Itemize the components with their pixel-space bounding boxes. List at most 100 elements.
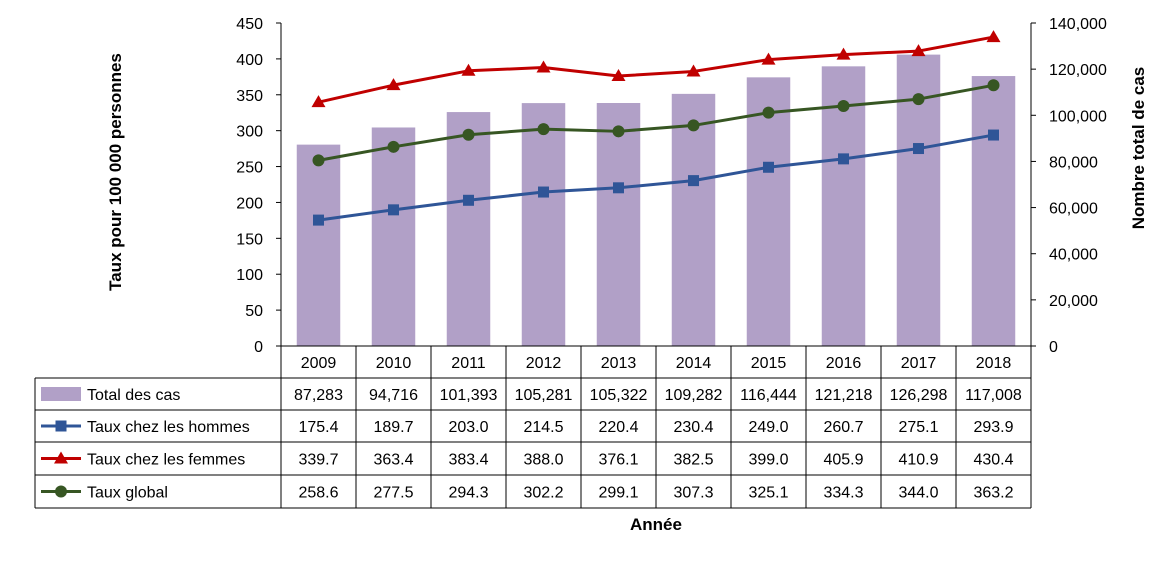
data-label-total-des-cas: 121,218 — [815, 387, 873, 404]
x-tick-label: 2016 — [826, 355, 862, 372]
data-label-taux-chez-les-femmes: 410.9 — [898, 452, 938, 469]
y-left-tick-label: 150 — [236, 231, 263, 248]
point-taux-global-2012 — [537, 123, 550, 136]
point-taux-chez-les-hommes-2014 — [688, 175, 699, 187]
point-taux-global-2018 — [987, 79, 1000, 92]
data-label-taux-chez-les-hommes: 214.5 — [523, 419, 563, 436]
data-label-taux-chez-les-femmes: 363.4 — [373, 452, 413, 469]
bar-total-des-cas-2018 — [971, 76, 1016, 346]
data-label-taux-chez-les-hommes: 293.9 — [973, 419, 1013, 436]
data-label-taux-chez-les-hommes: 249.0 — [748, 419, 788, 436]
point-taux-chez-les-hommes-2009 — [313, 214, 324, 226]
y-axis-right-title: Nombre total de cas — [1129, 67, 1148, 230]
y-left-tick-label: 450 — [236, 16, 263, 33]
data-label-taux-chez-les-femmes: 339.7 — [298, 452, 338, 469]
point-taux-chez-les-femmes-2016 — [836, 47, 851, 60]
data-label-taux-global: 299.1 — [598, 485, 638, 502]
point-taux-chez-les-femmes-2010 — [386, 78, 401, 91]
data-table: 2009 2010 2011 2012 2013 2014 2015 2016 2017 2018… — [34, 345, 1032, 509]
bar-total-des-cas-2016 — [821, 66, 866, 346]
bar-total-des-cas-2014 — [671, 93, 716, 346]
data-label-taux-chez-les-hommes: 203.0 — [448, 419, 488, 436]
x-tick-label: 2011 — [451, 355, 486, 372]
bar-total-des-cas-2010 — [371, 127, 416, 346]
point-taux-global-2015 — [762, 106, 775, 119]
legend-marker-taux-chez-les-femmes — [54, 451, 68, 464]
point-taux-global-2010 — [387, 140, 400, 153]
data-label-total-des-cas: 116,444 — [740, 387, 797, 404]
data-label-taux-global: 258.6 — [298, 485, 338, 502]
x-tick-label: 2013 — [601, 355, 637, 372]
x-axis-title: Année — [630, 515, 682, 534]
data-label-taux-chez-les-hommes: 275.1 — [898, 419, 938, 436]
y-right-tick-label: 120,000 — [1049, 62, 1107, 79]
y-right-tick-label: 20,000 — [1049, 293, 1098, 310]
x-tick-label: 2015 — [751, 355, 787, 372]
y-left-tick-label: 350 — [236, 88, 263, 105]
data-label-taux-chez-les-femmes: 388.0 — [523, 452, 563, 469]
y-left-tick-label: 200 — [236, 195, 263, 212]
legend-marker-taux-global — [55, 485, 67, 498]
data-label-taux-global: 334.3 — [823, 485, 863, 502]
y-left-tick-label: 100 — [236, 267, 263, 284]
data-label-taux-global: 277.5 — [373, 485, 413, 502]
legend-label-taux-global: Taux global — [87, 485, 168, 502]
data-label-total-des-cas: 94,716 — [369, 387, 418, 404]
legend-label-total-des-cas: Total des cas — [87, 387, 180, 404]
data-label-taux-chez-les-femmes: 399.0 — [748, 452, 788, 469]
point-taux-global-2014 — [687, 119, 700, 132]
point-taux-chez-les-hommes-2018 — [988, 129, 999, 141]
data-label-taux-global: 294.3 — [448, 485, 488, 502]
legend-key-total-des-cas — [41, 387, 81, 401]
point-taux-chez-les-hommes-2010 — [388, 204, 399, 216]
legend-label-taux-chez-les-hommes: Taux chez les hommes — [87, 419, 250, 436]
line-taux-global — [318, 83, 994, 162]
y-axis-left-title: Taux pour 100 000 personnes — [106, 53, 125, 291]
y-right-tick-label: 100,000 — [1049, 108, 1107, 125]
data-label-total-des-cas: 105,322 — [590, 387, 648, 404]
point-taux-chez-les-femmes-2014 — [686, 64, 701, 77]
data-label-taux-chez-les-hommes: 220.4 — [598, 419, 638, 436]
y-right-tick-label: 0 — [1049, 339, 1058, 356]
point-taux-chez-les-hommes-2016 — [838, 153, 849, 165]
point-taux-chez-les-femmes-2011 — [461, 63, 476, 76]
line-taux-chez-les-hommes — [318, 133, 994, 222]
data-label-taux-chez-les-hommes: 189.7 — [373, 419, 413, 436]
data-label-taux-chez-les-femmes: 405.9 — [823, 452, 863, 469]
point-taux-chez-les-femmes-2017 — [911, 44, 926, 57]
data-label-taux-chez-les-hommes: 230.4 — [673, 419, 713, 436]
point-taux-chez-les-femmes-2009 — [311, 95, 326, 108]
data-label-total-des-cas: 87,283 — [294, 387, 343, 404]
y-left-tick-label: 300 — [236, 124, 263, 141]
x-tick-label: 2012 — [526, 355, 562, 372]
y-left-tick-label: 400 — [236, 52, 263, 69]
y-right-tick-label: 80,000 — [1049, 154, 1098, 171]
line-taux-chez-les-femmes — [318, 35, 994, 104]
y-left-tick-label: 50 — [245, 303, 263, 320]
data-label-taux-global: 363.2 — [973, 485, 1013, 502]
x-tick-label: 2010 — [376, 355, 412, 372]
x-tick-label: 2017 — [901, 355, 937, 372]
point-taux-chez-les-hommes-2011 — [463, 194, 474, 206]
data-label-total-des-cas: 126,298 — [890, 387, 948, 404]
data-label-taux-chez-les-femmes: 430.4 — [973, 452, 1013, 469]
data-label-taux-chez-les-femmes: 382.5 — [673, 452, 713, 469]
point-taux-global-2016 — [837, 100, 850, 113]
point-taux-global-2013 — [612, 125, 625, 138]
point-taux-chez-les-hommes-2015 — [763, 161, 774, 173]
data-label-taux-chez-les-hommes: 260.7 — [823, 419, 863, 436]
data-label-taux-chez-les-femmes: 376.1 — [598, 452, 638, 469]
point-taux-chez-les-hommes-2013 — [613, 182, 624, 194]
point-taux-chez-les-hommes-2012 — [538, 186, 549, 198]
data-label-total-des-cas: 105,281 — [515, 387, 573, 404]
bar-total-des-cas-2009 — [296, 144, 341, 346]
data-label-total-des-cas: 117,008 — [965, 387, 1022, 404]
point-taux-chez-les-femmes-2015 — [761, 52, 776, 65]
y-right-tick-label: 40,000 — [1049, 247, 1098, 264]
bar-total-des-cas-2015 — [746, 77, 791, 347]
x-tick-label: 2018 — [976, 355, 1012, 372]
legend-marker-taux-chez-les-hommes — [55, 420, 67, 432]
data-label-taux-chez-les-femmes: 383.4 — [448, 452, 488, 469]
point-taux-global-2009 — [312, 154, 325, 167]
